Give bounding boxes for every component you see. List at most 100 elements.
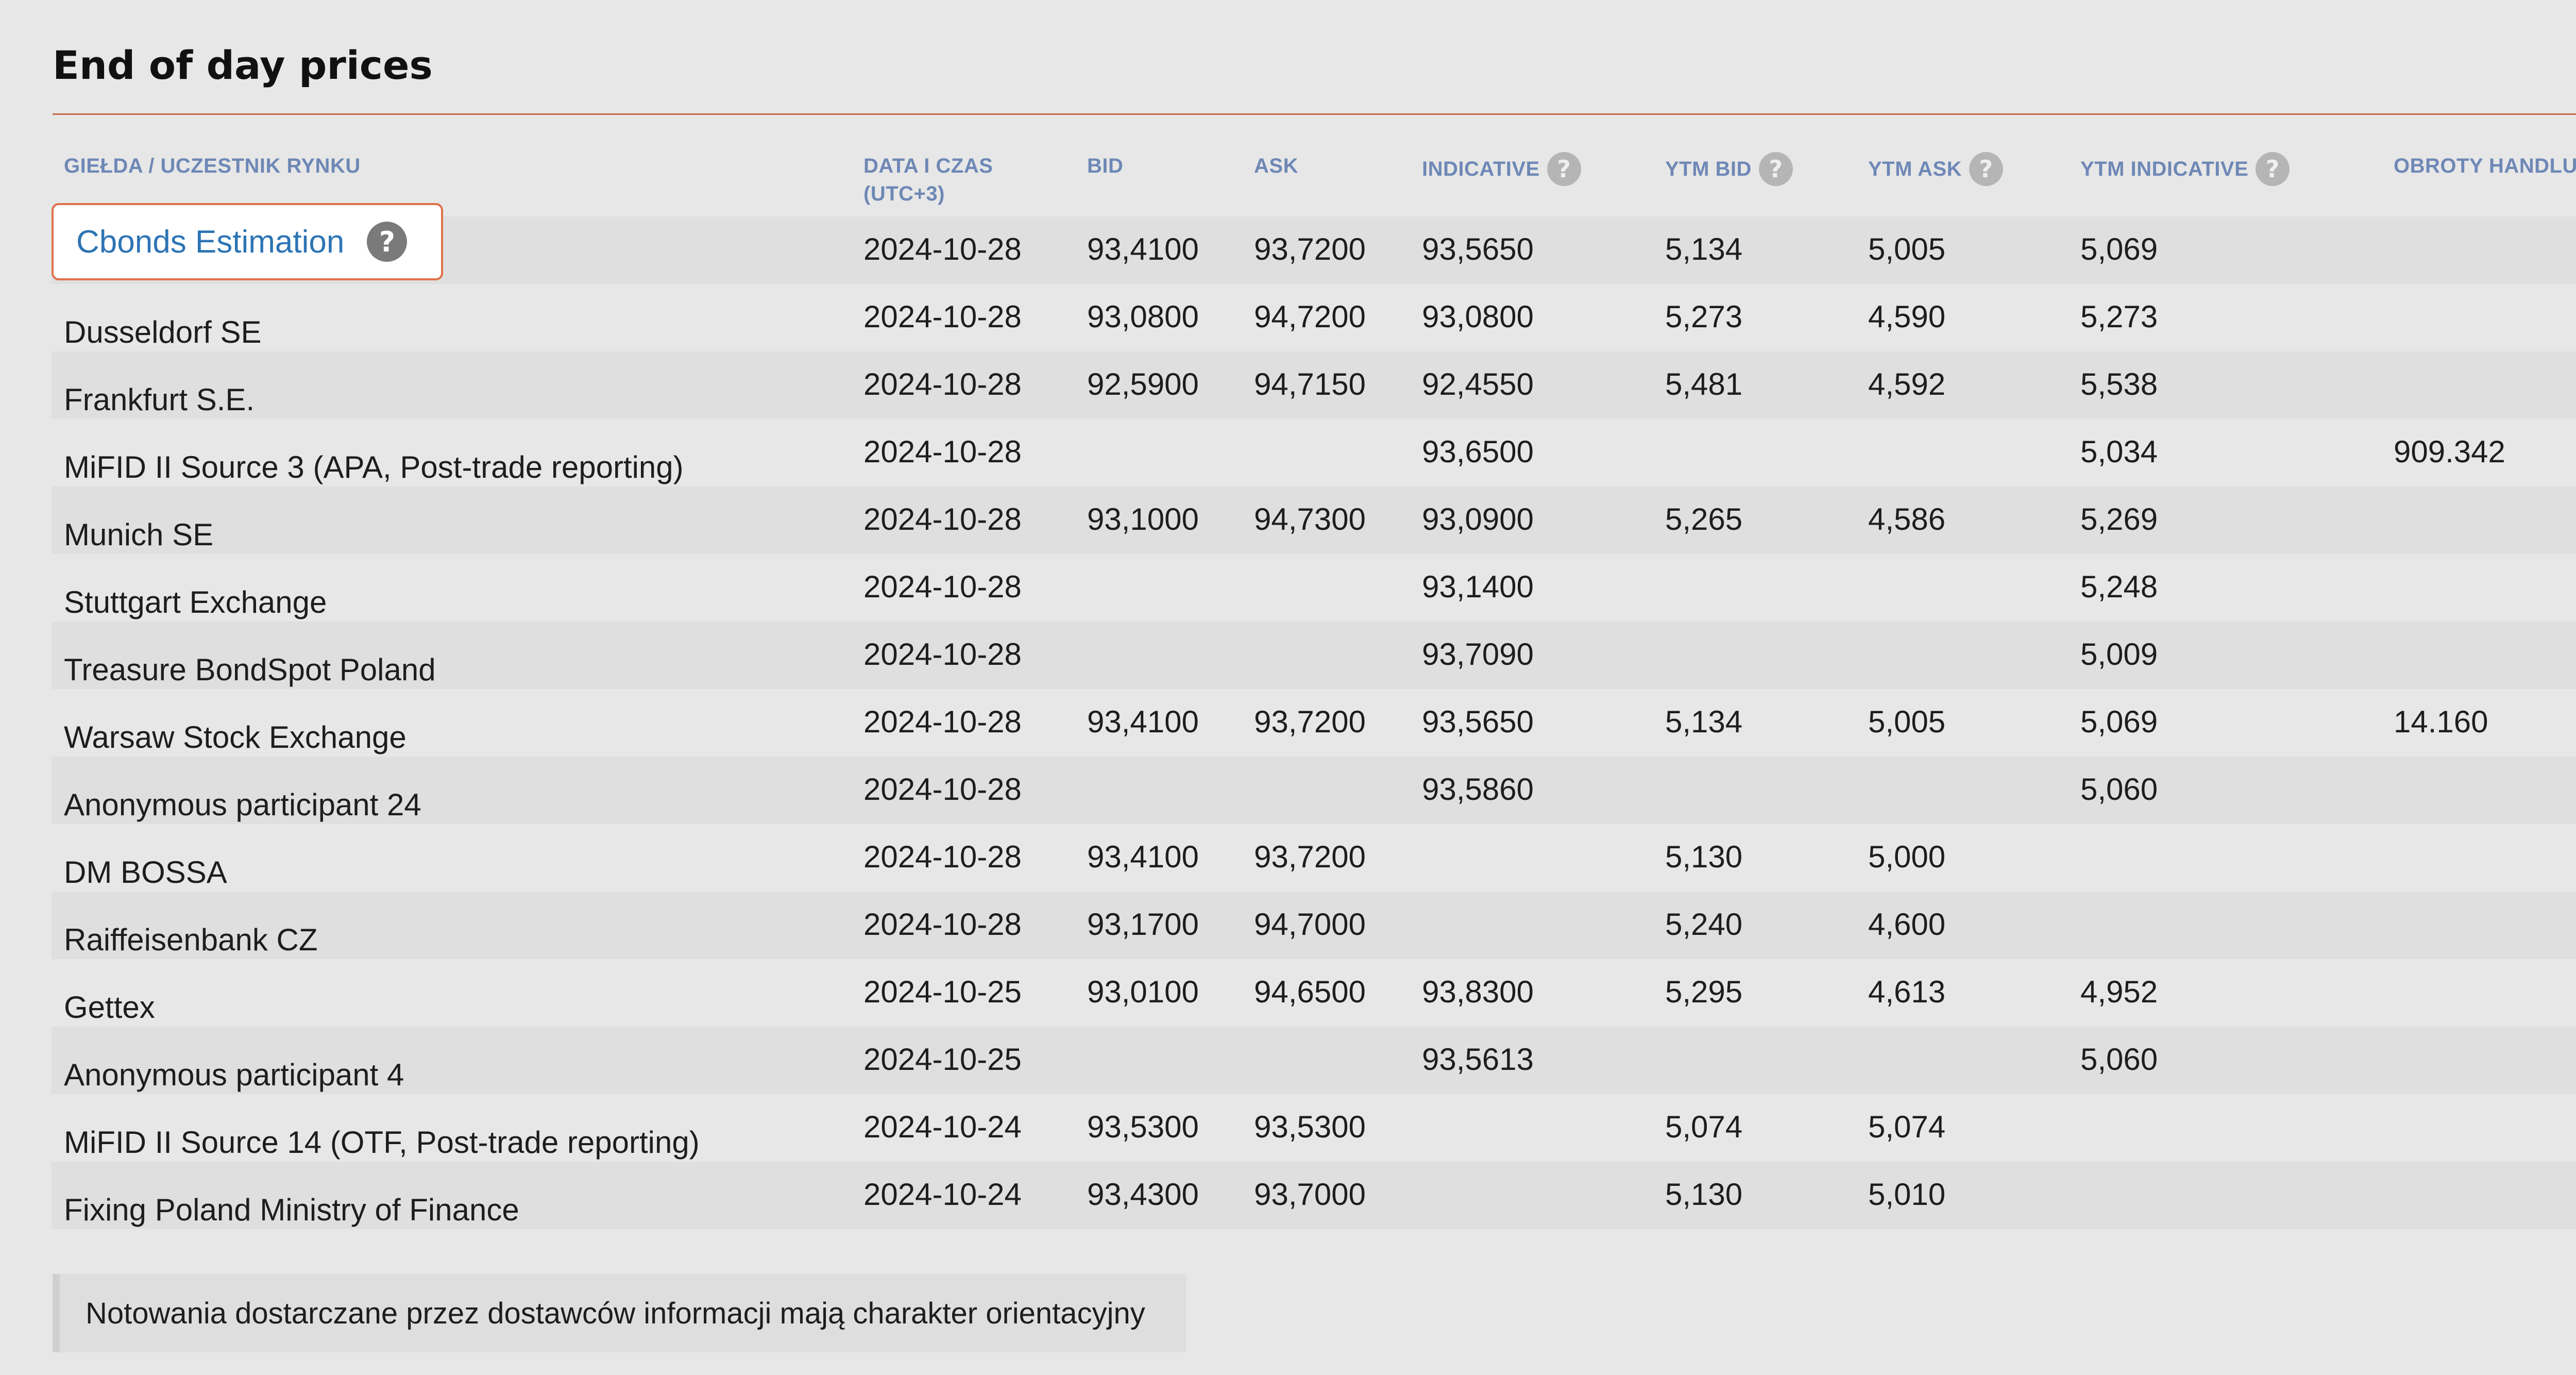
cell-date-time: 2024-10-28 — [863, 705, 1022, 739]
cell-ask: 94,7000 — [1254, 907, 1366, 942]
cell-indicative: 93,5613 — [1422, 1042, 1534, 1077]
cell-ytm-bid: 5,273 — [1665, 299, 1743, 334]
help-icon[interactable]: ? — [2256, 152, 2290, 186]
cell-ytm-ask: 4,586 — [1868, 502, 1946, 536]
cell-bid: 93,4300 — [1087, 1177, 1199, 1212]
cell-date-time: 2024-10-28 — [863, 772, 1022, 807]
cell-ytm-indicative: 4,952 — [2080, 975, 2158, 1009]
column-header-ytm-indicative: YTM INDICATIVE? — [2080, 152, 2290, 186]
cell-ask: 93,7200 — [1254, 840, 1366, 874]
cbonds-estimation-link[interactable]: Cbonds Estimation? — [52, 203, 443, 280]
column-header-label: INDICATIVE — [1422, 158, 1540, 180]
column-header-label: DATA I CZAS (UTC+3) — [863, 155, 993, 205]
cell-ytm-bid: 5,265 — [1665, 502, 1743, 536]
cell-ytm-indicative: 5,060 — [2080, 772, 2158, 807]
cell-ytm-ask: 5,010 — [1868, 1177, 1946, 1212]
cell-indicative: 92,4550 — [1422, 367, 1534, 401]
cell-ask: 93,7000 — [1254, 1177, 1366, 1212]
cell-ytm-indicative: 5,273 — [2080, 299, 2158, 334]
cell-indicative: 93,1400 — [1422, 569, 1534, 604]
table-row: Fixing Poland Ministry of Finance 2024-10… — [52, 1162, 2576, 1229]
table-row: Treasure BondSpot Poland 2024-10-28 93,709… — [52, 622, 2576, 689]
column-header-label: YTM BID — [1665, 158, 1752, 180]
cell-indicative: 93,5650 — [1422, 232, 1534, 266]
cell-ytm-bid: 5,295 — [1665, 975, 1743, 1009]
cell-ytm-bid: 5,134 — [1665, 232, 1743, 266]
table-row: Munich SE 2024-10-28 93,1000 94,7300 93,0900… — [52, 487, 2576, 554]
cell-date-time: 2024-10-25 — [863, 975, 1022, 1009]
cell-exchange: Treasure BondSpot Poland — [64, 652, 436, 687]
title-divider — [53, 113, 2576, 115]
cell-ytm-indicative: 5,034 — [2080, 434, 2158, 469]
cell-bid: 93,0800 — [1087, 299, 1199, 334]
cell-ytm-ask: 5,005 — [1868, 705, 1946, 739]
table-row: Anonymous participant 24 2024-10-28 93,586… — [52, 757, 2576, 824]
cell-ask: 94,7200 — [1254, 299, 1366, 334]
cell-date-time: 2024-10-28 — [863, 502, 1022, 536]
column-header-label: OBROTY HANDLU — [2394, 155, 2576, 177]
cell-date-time: 2024-10-28 — [863, 367, 1022, 401]
column-header-indicative: INDICATIVE? — [1422, 152, 1581, 186]
cell-indicative: 93,0900 — [1422, 502, 1534, 536]
row-name: Cbonds Estimation — [76, 224, 345, 260]
cell-indicative: 93,6500 — [1422, 434, 1534, 469]
column-header-turnover: OBROTY HANDLU — [2394, 152, 2576, 180]
table-row: Frankfurt S.E. 2024-10-28 92,5900 94,7150 92… — [52, 351, 2576, 419]
cell-exchange: Warsaw Stock Exchange — [64, 720, 406, 754]
cell-bid: 92,5900 — [1087, 367, 1199, 401]
column-header-label: YTM ASK — [1868, 158, 1962, 180]
cell-ytm-indicative: 5,248 — [2080, 569, 2158, 604]
cell-ask: 94,7150 — [1254, 367, 1366, 401]
cell-bid: 93,5300 — [1087, 1110, 1199, 1144]
cell-ytm-indicative: 5,069 — [2080, 232, 2158, 266]
cell-indicative: 93,0800 — [1422, 299, 1534, 334]
cell-date-time: 2024-10-28 — [863, 299, 1022, 334]
cell-exchange: Gettex — [64, 990, 155, 1025]
cell-ytm-indicative: 5,269 — [2080, 502, 2158, 536]
cell-date-time: 2024-10-28 — [863, 637, 1022, 672]
table-row: Warsaw Stock Exchange 2024-10-28 93,4100 93… — [52, 689, 2576, 757]
cell-exchange: Fixing Poland Ministry of Finance — [64, 1193, 519, 1227]
disclaimer-note: Notowania dostarczane przez dostawców in… — [53, 1274, 1186, 1352]
cell-ask: 93,5300 — [1254, 1110, 1366, 1144]
table-row: Raiffeisenbank CZ 2024-10-28 93,1700 94,700… — [52, 892, 2576, 959]
cell-ytm-ask: 4,600 — [1868, 907, 1946, 942]
cell-bid: 93,0100 — [1087, 975, 1199, 1009]
cell-bid: 93,1700 — [1087, 907, 1199, 942]
cell-exchange: Anonymous participant 24 — [64, 787, 421, 822]
cell-bid: 93,4100 — [1087, 840, 1199, 874]
table-row: Anonymous participant 4 2024-10-25 93,5613… — [52, 1027, 2576, 1094]
column-header-ytm-ask: YTM ASK? — [1868, 152, 2004, 186]
cell-exchange: MiFID II Source 14 (OTF, Post-trade repo… — [64, 1125, 700, 1160]
help-icon[interactable]: ? — [1547, 152, 1581, 186]
cell-bid: 93,1000 — [1087, 502, 1199, 536]
prices-table: GIEŁDA / UCZESTNIK RYNKU DATA I CZAS (UTC… — [52, 124, 2576, 1229]
cell-date-time: 2024-10-24 — [863, 1177, 1022, 1212]
cell-ytm-indicative: 5,060 — [2080, 1042, 2158, 1077]
cell-indicative: 93,8300 — [1422, 975, 1534, 1009]
cell-date-time: 2024-10-25 — [863, 1042, 1022, 1077]
cell-ytm-ask: 4,613 — [1868, 975, 1946, 1009]
table-row: Stuttgart Exchange 2024-10-28 93,1400 5,248 — [52, 554, 2576, 622]
column-header-label: BID — [1087, 155, 1124, 177]
cell-date-time: 2024-10-28 — [863, 840, 1022, 874]
cell-ask: 94,6500 — [1254, 975, 1366, 1009]
cell-date-time: 2024-10-24 — [863, 1110, 1022, 1144]
cell-exchange: Raiffeisenbank CZ — [64, 923, 318, 957]
cell-ask: 93,7200 — [1254, 705, 1366, 739]
help-icon[interactable]: ? — [367, 222, 408, 262]
cell-exchange: Frankfurt S.E. — [64, 382, 255, 417]
column-header-date-time: DATA I CZAS (UTC+3) — [863, 152, 1018, 208]
cell-indicative: 93,5860 — [1422, 772, 1534, 807]
table-row: DM BOSSA 2024-10-28 93,4100 93,7200 5,130 5,0… — [52, 824, 2576, 892]
cell-ytm-ask: 4,590 — [1868, 299, 1946, 334]
cell-exchange: Stuttgart Exchange — [64, 585, 327, 619]
cell-exchange: Munich SE — [64, 517, 214, 552]
cell-exchange: Anonymous participant 4 — [64, 1058, 404, 1092]
cell-bid: 93,4100 — [1087, 232, 1199, 266]
help-icon[interactable]: ? — [1969, 152, 2004, 186]
table-row: Cbonds Estimation? 2024-10-28 93,4100 93,72… — [52, 203, 2576, 284]
cell-ytm-ask: 5,000 — [1868, 840, 1946, 874]
help-icon[interactable]: ? — [1758, 152, 1793, 186]
table-row: MiFID II Source 3 (APA, Post-trade repor… — [52, 419, 2576, 487]
